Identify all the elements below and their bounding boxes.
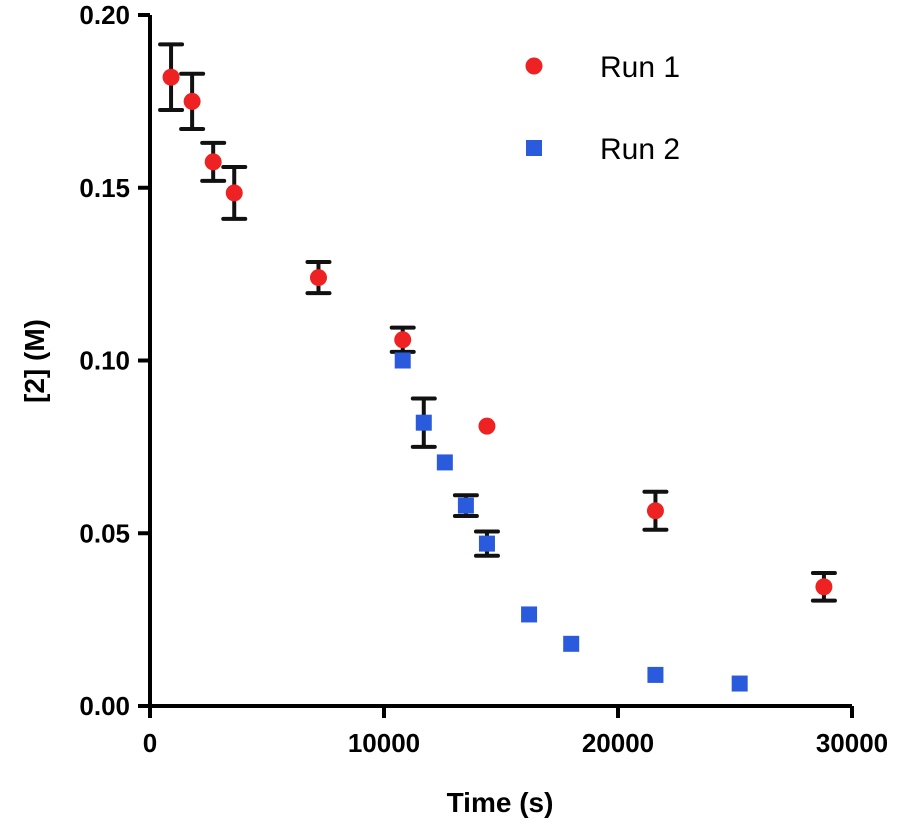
ticks: 0.00 0.05 0.10 0.15 0.20 0 10000 20000 30000 (79, 0, 888, 758)
legend-run2-marker (526, 140, 542, 156)
x-tick-label: 30000 (816, 728, 888, 758)
run1-point (478, 417, 496, 435)
run1-point (162, 68, 180, 86)
x-axis-label: Time (s) (447, 787, 554, 818)
legend: Run 1 Run 2 (525, 51, 680, 166)
legend-label: Run 1 (600, 51, 680, 84)
run2-point (478, 535, 495, 552)
run1-point (225, 184, 243, 202)
run2-point (731, 675, 748, 692)
legend-run1-marker (525, 57, 543, 75)
y-tick-label: 0.10 (79, 346, 130, 376)
run2-point (563, 635, 580, 652)
run1-point (204, 153, 222, 171)
run1-point (815, 578, 833, 596)
x-tick-label: 10000 (348, 728, 420, 758)
run2-point (521, 606, 538, 623)
error-bars (158, 42, 837, 603)
run2-point (457, 497, 474, 514)
run1-point (183, 92, 201, 110)
run1-point (646, 502, 664, 520)
axes (148, 15, 852, 708)
legend-label: Run 2 (600, 133, 680, 166)
run1-point (309, 269, 327, 287)
run2-point (647, 666, 664, 683)
run2-point (436, 454, 453, 471)
x-tick-label: 0 (143, 728, 157, 758)
y-tick-label: 0.05 (79, 518, 130, 548)
y-tick-label: 0.15 (79, 173, 130, 203)
y-tick-label: 0.20 (79, 0, 130, 30)
run1-point (394, 331, 412, 349)
run2-point (415, 414, 432, 431)
x-tick-label: 20000 (582, 728, 654, 758)
run2-point (394, 352, 411, 369)
data-points (162, 68, 833, 692)
y-axis-label: [2] (M) (19, 319, 50, 403)
y-tick-label: 0.00 (79, 691, 130, 721)
